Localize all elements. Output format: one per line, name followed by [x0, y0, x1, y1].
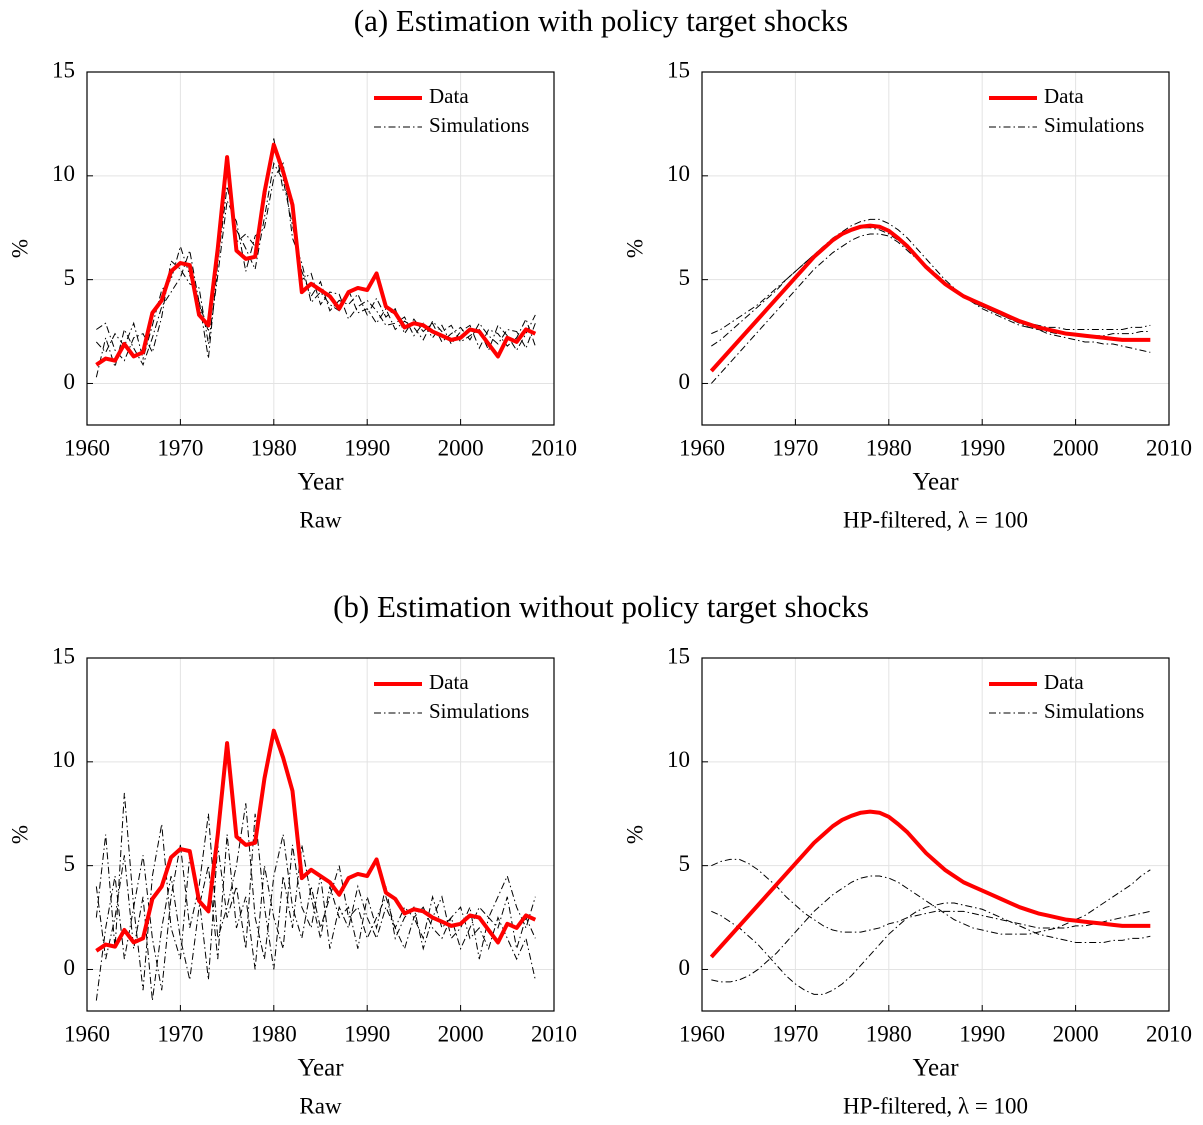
data-line [709, 809, 1151, 959]
x-tick-label: 1970 [157, 1021, 203, 1046]
x-axis-label: Year [912, 469, 959, 496]
lines [95, 728, 537, 1001]
x-tick-label: 1970 [772, 435, 818, 460]
x-tick-label: 1980 [251, 435, 297, 460]
lines [709, 218, 1151, 384]
x-tick-label: 2000 [438, 1021, 484, 1046]
x-tick-label: 1960 [64, 1021, 110, 1046]
simulation-line [711, 858, 1151, 933]
axes-box [86, 71, 555, 426]
data-line [709, 223, 1151, 373]
y-tick-label: 5 [679, 265, 691, 290]
x-axis-label: Year [912, 1055, 959, 1082]
x-axis-label: Year [297, 469, 344, 496]
x-tick-label: 1970 [772, 1021, 818, 1046]
legend-label: Simulations [429, 113, 529, 137]
plot-area [87, 658, 554, 1011]
y-axis-label: % [7, 239, 32, 258]
x-tick-label: 2010 [531, 1021, 577, 1046]
y-tick-label: 0 [64, 955, 76, 980]
plot-area [702, 658, 1169, 1011]
legend-label: Data [429, 84, 469, 108]
y-tick-label: 0 [679, 955, 691, 980]
simulation-line [95, 834, 536, 1001]
y-tick-label: 5 [64, 265, 76, 290]
axes-box [701, 71, 1170, 426]
y-tick-label: 5 [679, 851, 691, 876]
x-tick-label: 1990 [344, 1021, 390, 1046]
y-tick-label: 15 [667, 643, 690, 668]
panel: 1960 1970 1980 1990 2000 2010 0 5 10 15 Year HP-fil… [622, 57, 1192, 532]
legend-label: Data [429, 670, 469, 694]
panel: (b) Estimation without policy target sho… [7, 589, 869, 1118]
x-tick-label: 2000 [438, 435, 484, 460]
panel: 1960 1970 1980 1990 2000 2010 0 5 10 15 Year HP-fil… [622, 643, 1192, 1118]
plot-area [702, 72, 1169, 425]
x-tick-label: 1990 [959, 1021, 1005, 1046]
axes-box [86, 657, 555, 1012]
simulation-line [95, 803, 536, 1001]
x-tick-label: 1990 [344, 435, 390, 460]
x-tick-label: 1980 [866, 1021, 912, 1046]
x-tick-label: 1960 [679, 435, 725, 460]
x-tick-label: 2000 [1053, 435, 1099, 460]
x-tick-label: 2010 [531, 435, 577, 460]
simulation-line [711, 902, 1151, 995]
data-line [95, 728, 537, 953]
legend-label: Simulations [1044, 699, 1144, 723]
y-tick-label: 0 [64, 369, 76, 394]
legend-label: Simulations [429, 699, 529, 723]
y-tick-label: 5 [64, 851, 76, 876]
legend-label: Simulations [1044, 113, 1144, 137]
x-tick-label: 1990 [959, 435, 1005, 460]
panel: (a) Estimation with policy target shocks… [7, 3, 848, 532]
y-tick-label: 10 [52, 161, 75, 186]
plot-area [87, 72, 554, 425]
y-tick-label: 10 [52, 747, 75, 772]
x-tick-label: 1980 [866, 435, 912, 460]
x-tick-label: 1980 [251, 1021, 297, 1046]
caption: HP-filtered, λ = 100 [843, 1093, 1028, 1118]
y-axis-label: % [622, 239, 647, 258]
x-tick-label: 2010 [1146, 435, 1192, 460]
caption: HP-filtered, λ = 100 [843, 507, 1028, 532]
lines [95, 138, 537, 378]
caption: Raw [299, 507, 342, 532]
x-tick-label: 2000 [1053, 1021, 1099, 1046]
legend-label: Data [1044, 84, 1084, 108]
x-tick-label: 2010 [1146, 1021, 1192, 1046]
legend-label: Data [1044, 670, 1084, 694]
x-tick-label: 1960 [64, 435, 110, 460]
y-tick-label: 10 [667, 747, 690, 772]
y-tick-label: 15 [52, 643, 75, 668]
x-tick-label: 1960 [679, 1021, 725, 1046]
figure-title: (b) Estimation without policy target sho… [333, 589, 869, 624]
simulation-line [711, 227, 1151, 337]
axes-box [701, 657, 1170, 1012]
figure-title: (a) Estimation with policy target shocks [354, 3, 848, 38]
x-tick-label: 1970 [157, 435, 203, 460]
y-axis-label: % [622, 825, 647, 844]
x-axis-label: Year [297, 1055, 344, 1082]
y-axis-label: % [7, 825, 32, 844]
caption: Raw [299, 1093, 342, 1118]
y-tick-label: 15 [52, 57, 75, 82]
y-tick-label: 15 [667, 57, 690, 82]
data-line [95, 142, 537, 367]
y-tick-label: 10 [667, 161, 690, 186]
y-tick-label: 0 [679, 369, 691, 394]
lines [709, 809, 1151, 995]
